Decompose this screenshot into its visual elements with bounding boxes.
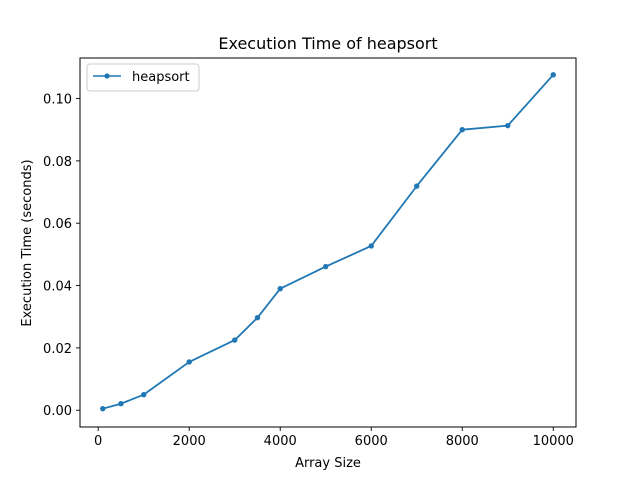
plot-frame xyxy=(79,57,577,428)
x-tick-label: 0 xyxy=(94,434,102,449)
data-point xyxy=(459,126,465,133)
y-tick-label: 0.06 xyxy=(43,217,72,232)
y-axis-label: Execution Time (seconds) xyxy=(20,159,35,326)
data-point xyxy=(277,285,283,292)
y-tick-label: 0.08 xyxy=(43,155,72,170)
chart-title: Execution Time of heapsort xyxy=(218,34,437,53)
x-axis-ticks: 0 2000 4000 6000 8000 10000 xyxy=(94,427,574,449)
data-point xyxy=(414,183,420,189)
x-tick-label: 8000 xyxy=(446,434,479,449)
legend-marker-heapsort xyxy=(104,73,110,79)
x-tick-label: 4000 xyxy=(264,434,297,449)
data-point xyxy=(141,391,147,398)
data-point xyxy=(550,72,556,78)
data-point xyxy=(186,359,192,365)
data-point xyxy=(118,400,124,407)
data-point xyxy=(232,337,238,343)
data-point xyxy=(505,122,511,129)
x-tick-label: 2000 xyxy=(173,434,206,449)
x-tick-label: 6000 xyxy=(355,434,388,449)
legend: heapsort xyxy=(86,63,200,92)
data-point xyxy=(254,314,261,321)
y-tick-label: 0.04 xyxy=(43,280,72,295)
y-tick-label: 0.02 xyxy=(43,342,72,357)
plot-series xyxy=(100,72,556,412)
y-tick-label: 0.10 xyxy=(43,93,72,108)
y-tick-label: 0.00 xyxy=(43,404,72,419)
legend-frame xyxy=(86,63,200,92)
legend-label-heapsort: heapsort xyxy=(132,70,190,85)
x-axis-label: Array Size xyxy=(295,456,361,471)
x-tick-label: 10000 xyxy=(533,434,574,449)
data-point xyxy=(323,263,329,270)
data-point xyxy=(100,405,106,412)
y-axis-ticks: 0.00 0.02 0.04 0.06 0.08 0.10 xyxy=(43,93,80,419)
data-point xyxy=(368,243,374,249)
